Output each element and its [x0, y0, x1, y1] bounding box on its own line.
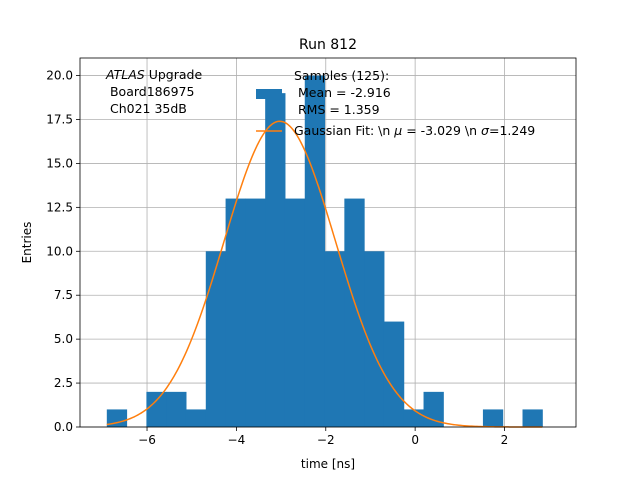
histogram-bar: [225, 198, 246, 427]
histogram-bar: [284, 198, 306, 427]
x-axis-ticks: −6 −4 −2 0 2: [138, 427, 508, 447]
annotation-line-1: ATLAS Upgrade: [105, 67, 202, 82]
y-tick-label: 15.0: [46, 156, 73, 170]
histogram-bar: [383, 321, 405, 427]
annotation-line-3: Ch021 35dB: [106, 101, 187, 116]
x-tick-label: 0: [411, 433, 419, 447]
legend-fit-sigma: σ: [481, 123, 490, 138]
y-tick-label: 2.5: [54, 376, 73, 390]
histogram-bar: [245, 198, 266, 427]
x-tick-label: −4: [228, 433, 246, 447]
histogram-bar: [324, 251, 345, 427]
y-tick-label: 10.0: [46, 244, 73, 258]
y-axis-ticks: 0.0 2.5 5.0 7.5 10.0 12.5 15.0 17.5 20.0: [46, 69, 80, 434]
histogram-bar: [106, 409, 128, 427]
legend-histogram-swatch: [256, 89, 282, 99]
gaussian-fit-line: [106, 120, 543, 428]
y-tick-label: 17.5: [46, 113, 73, 127]
legend-histogram-line-2: Mean = -2.916: [294, 85, 391, 100]
annotation-atlas: ATLAS: [105, 67, 145, 82]
plot-frame: [79, 57, 577, 428]
x-tick-label: −2: [317, 433, 335, 447]
histogram-bar: [482, 409, 504, 427]
histogram-bar: [364, 251, 385, 427]
chart-title: Run 812: [299, 37, 357, 53]
legend-histogram-line-3: RMS = 1.359: [294, 102, 380, 117]
legend-fit-mu: μ: [393, 123, 402, 138]
legend-fit-mid: = -3.029 \n: [402, 123, 481, 138]
legend: Samples (125): Mean = -2.916 RMS = 1.359…: [256, 68, 535, 138]
x-axis-label: time [ns]: [301, 457, 355, 471]
legend-fit-prefix: Gaussian Fit: \n: [294, 123, 394, 138]
x-tick-label: −6: [138, 433, 156, 447]
histogram-bars: [106, 75, 543, 428]
y-tick-label: 5.0: [54, 332, 73, 346]
histogram-bar: [522, 409, 543, 427]
histogram-bar: [344, 198, 365, 427]
legend-fit-label: Gaussian Fit: \n μ = -3.029 \n σ=1.249: [294, 123, 535, 138]
legend-fit-suffix: =1.249: [489, 123, 535, 138]
annotation-upgrade: Upgrade: [145, 67, 203, 82]
histogram-bar: [403, 409, 425, 427]
histogram-bar: [185, 409, 207, 427]
histogram-bar: [166, 391, 187, 427]
y-axis-label: Entries: [20, 222, 34, 264]
histogram-bar: [265, 93, 286, 428]
x-tick-label: 2: [501, 433, 509, 447]
histogram-bar: [146, 391, 167, 427]
annotation-line-2: Board186975: [106, 84, 194, 99]
y-tick-label: 7.5: [54, 288, 73, 302]
y-tick-label: 20.0: [46, 69, 73, 83]
y-tick-label: 12.5: [46, 200, 73, 214]
legend-histogram-line-1: Samples (125):: [294, 68, 389, 83]
y-tick-label: 0.0: [54, 420, 73, 434]
histogram-bar: [205, 251, 227, 427]
atlas-annotation: ATLAS Upgrade Board186975 Ch021 35dB: [105, 67, 202, 116]
